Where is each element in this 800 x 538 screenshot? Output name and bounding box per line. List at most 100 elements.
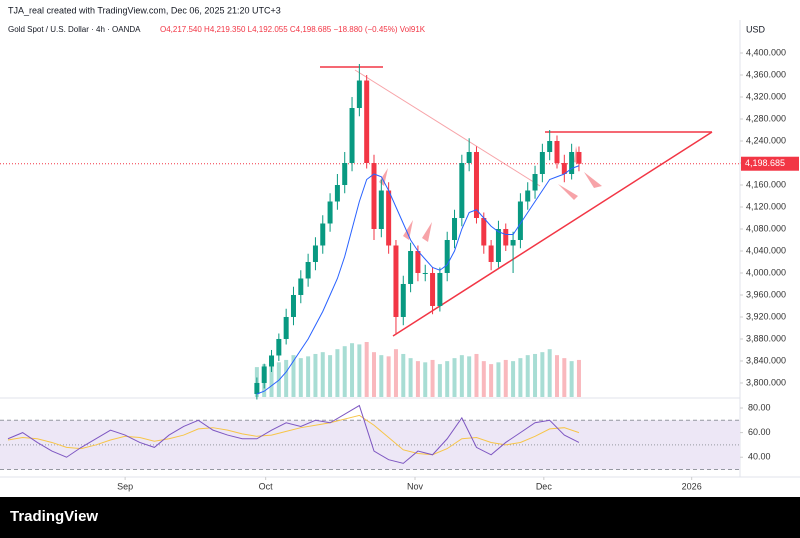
volume-bar bbox=[430, 359, 435, 397]
candle-body bbox=[393, 245, 399, 317]
candle-body bbox=[269, 355, 275, 367]
candle-body bbox=[305, 261, 311, 279]
volume-bar bbox=[459, 355, 464, 397]
moving-average bbox=[256, 165, 580, 395]
volume-bar bbox=[408, 358, 413, 397]
rsi-ma bbox=[7, 414, 580, 456]
arrow bbox=[558, 184, 578, 200]
volume-bar bbox=[511, 361, 516, 397]
descending-line bbox=[354, 69, 541, 187]
volume-bar bbox=[335, 349, 340, 397]
candle-body bbox=[488, 245, 494, 262]
volume-bar bbox=[525, 355, 530, 397]
y-tick-label: 4,040.000 bbox=[746, 245, 786, 255]
y-tick-label: 3,920.000 bbox=[746, 311, 786, 321]
volume-bar bbox=[284, 359, 289, 397]
y-tick-label: 4,360.000 bbox=[746, 69, 786, 79]
volume-bar bbox=[452, 358, 457, 397]
volume-bar bbox=[291, 355, 296, 397]
candle-body bbox=[495, 228, 501, 262]
y-tick-label: 4,400.000 bbox=[746, 47, 786, 57]
y-tick-label: 3,960.000 bbox=[746, 289, 786, 299]
volume-bar bbox=[364, 342, 369, 397]
credit: TJA_real created with TradingView.com, D… bbox=[8, 5, 281, 15]
volume-bar bbox=[445, 361, 450, 397]
rsi-tick-label: 80.00 bbox=[748, 402, 771, 412]
volume-bar bbox=[357, 344, 362, 397]
candle-body bbox=[276, 338, 282, 356]
candle-body bbox=[422, 272, 428, 274]
x-tick-label: Oct bbox=[259, 481, 274, 491]
volume-bar bbox=[533, 353, 538, 397]
y-tick-label: 3,880.000 bbox=[746, 333, 786, 343]
chart-background bbox=[0, 0, 800, 497]
volume-bar bbox=[518, 358, 523, 397]
candle-body bbox=[349, 108, 355, 164]
drawings bbox=[320, 66, 713, 337]
candle-body bbox=[415, 250, 421, 273]
volume-bar bbox=[547, 349, 552, 397]
y-tick-label: 4,160.000 bbox=[746, 179, 786, 189]
candle-body bbox=[481, 217, 487, 246]
arrows bbox=[379, 146, 602, 242]
x-tick-label: Sep bbox=[117, 481, 133, 491]
rsi-tick-label: 60.00 bbox=[748, 427, 771, 437]
y-tick-label: 4,120.000 bbox=[746, 201, 786, 211]
volume-bar bbox=[481, 361, 486, 397]
candle-body bbox=[298, 278, 304, 295]
volume-bar bbox=[342, 346, 347, 397]
volume-bar bbox=[562, 358, 567, 397]
candle-body bbox=[320, 223, 326, 246]
arrow bbox=[584, 172, 602, 188]
candle-body bbox=[473, 152, 479, 218]
candle-body bbox=[503, 228, 509, 246]
volume-bar bbox=[328, 355, 333, 397]
volume-bar bbox=[306, 356, 311, 397]
ohlc: O4,217.540 H4,219.350 L4,192.055 C4,198.… bbox=[160, 25, 426, 34]
candle-body bbox=[327, 201, 333, 224]
volume-bar bbox=[474, 353, 479, 397]
support-line bbox=[392, 131, 713, 337]
y-tick-label: 3,840.000 bbox=[746, 355, 786, 365]
candle-body bbox=[539, 152, 545, 175]
currency: USD bbox=[746, 24, 766, 34]
candle-body bbox=[554, 141, 560, 164]
rsi-tick-label: 40.00 bbox=[748, 452, 771, 462]
symbol: Gold Spot / U.S. Dollar · 4h · OANDA bbox=[8, 25, 141, 34]
volume-bar bbox=[437, 364, 442, 397]
candle-body bbox=[437, 272, 443, 306]
candle-body bbox=[466, 152, 472, 164]
candle-body bbox=[400, 283, 406, 317]
candle-body bbox=[378, 190, 384, 229]
volume-bar bbox=[503, 359, 508, 397]
volume-bar bbox=[489, 364, 494, 397]
candle-body bbox=[532, 174, 538, 191]
last-price-label: 4,198.685 bbox=[745, 158, 785, 168]
volume-bar bbox=[555, 355, 559, 397]
x-tick-label: Nov bbox=[407, 481, 424, 491]
candle-body bbox=[459, 163, 465, 218]
arrow bbox=[422, 222, 432, 242]
candle-body bbox=[312, 245, 318, 262]
candle-body bbox=[444, 239, 450, 273]
candle-body bbox=[371, 163, 377, 229]
candle-body bbox=[569, 152, 575, 175]
candle-body bbox=[283, 316, 289, 339]
volume-bar bbox=[372, 352, 376, 397]
volume-bar bbox=[393, 349, 398, 397]
candle-body bbox=[525, 190, 531, 202]
y-tick-label: 3,800.000 bbox=[746, 377, 786, 387]
candle-body bbox=[334, 185, 340, 202]
volume-bar bbox=[313, 353, 318, 397]
volume-bar bbox=[269, 361, 274, 397]
volume-bar bbox=[320, 352, 325, 397]
candle-body bbox=[261, 366, 267, 383]
volume-bar bbox=[540, 352, 545, 397]
volume-bar bbox=[298, 358, 303, 397]
volume-bar bbox=[496, 362, 501, 397]
candle-body bbox=[356, 80, 362, 109]
candle-body bbox=[452, 217, 458, 240]
volume-bar bbox=[576, 359, 581, 397]
rsi-line bbox=[7, 404, 580, 464]
